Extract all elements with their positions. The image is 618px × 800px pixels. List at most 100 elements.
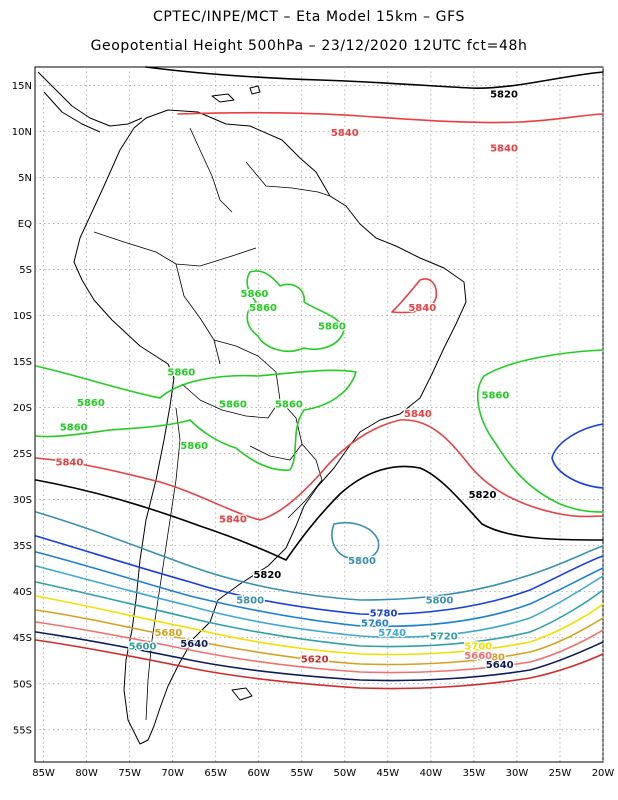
contour-5840-north (177, 111, 604, 124)
contour-value-label: 5860 (180, 441, 208, 452)
border-venezuela-colombia (189, 127, 233, 213)
contour-value-label: 5840 (56, 458, 84, 469)
south-america-coastline (73, 109, 467, 745)
lat-tick-label: 5S (19, 265, 32, 276)
lon-tick-label: 25W (549, 768, 572, 779)
contour-5700 (35, 595, 604, 656)
lat-tick-label: 25S (13, 449, 32, 460)
contour-value-label: 5820 (253, 570, 281, 581)
axis-tick-labels: 15N 10N 5N EQ 5S 10S 15S 20S 25S 30S 35S 40S 45S 50S 5… (12, 81, 615, 779)
contour-5620 (35, 639, 604, 690)
coastlines (37, 71, 467, 745)
contour-value-label: 5860 (482, 390, 510, 401)
lon-tick-label: 65W (204, 768, 227, 779)
contour-value-label: 5720 (430, 632, 458, 643)
lat-tick-label: 35S (13, 541, 32, 552)
contour-value-label: 5860 (219, 400, 247, 411)
lat-tick-label: 15N (12, 81, 32, 92)
lon-tick-label: 60W (247, 768, 270, 779)
lat-tick-label: 40S (13, 587, 32, 598)
contour-value-label: 5860 (167, 367, 195, 378)
border-peru-brazil (175, 263, 221, 365)
lon-tick-label: 75W (118, 768, 141, 779)
contour-5780 (35, 535, 604, 616)
contour-5820-subtropical (35, 465, 604, 561)
lon-tick-label: 45W (377, 768, 400, 779)
contour-5820-north (145, 66, 604, 89)
border-paraguay (249, 399, 303, 461)
contour-5720 (35, 581, 604, 648)
contour-5880-atlantic (551, 423, 604, 489)
lon-tick-label: 70W (161, 768, 184, 779)
lon-tick-label: 20W (592, 768, 615, 779)
contour-5840-ne-brazil (391, 278, 438, 314)
lon-tick-label: 80W (75, 768, 98, 779)
border-chile-argentina (145, 407, 181, 721)
contour-value-label: 5740 (378, 628, 406, 639)
contour-5800-uruguay-blob (331, 522, 380, 560)
lon-tick-label: 35W (463, 768, 486, 779)
contour-value-label: 5620 (301, 655, 329, 666)
contour-5840-subtropical (35, 419, 604, 521)
contour-value-label: 5780 (370, 609, 398, 620)
contour-value-label: 5820 (490, 89, 518, 100)
contour-value-label: 5860 (60, 423, 88, 434)
contour-value-label: 5860 (249, 303, 277, 314)
contour-value-label: 5800 (348, 556, 376, 567)
contour-value-label: 5680 (477, 653, 505, 664)
lat-tick-label: 20S (13, 403, 32, 414)
contour-value-label: 5840 (331, 128, 359, 139)
lon-tick-label: 50W (334, 768, 357, 779)
contour-5860-atlantic (476, 349, 604, 513)
contour-5660 (35, 621, 604, 674)
contour-value-label: 5820 (469, 490, 497, 501)
lon-tick-label: 40W (420, 768, 443, 779)
contour-value-label: 5640 (180, 639, 208, 650)
lat-tick-label: 15S (13, 357, 32, 368)
contour-value-label: 5860 (275, 400, 303, 411)
border-bolivia (181, 339, 281, 419)
contour-value-label: 5840 (404, 409, 432, 420)
contour-value-label: 5800 (236, 596, 264, 607)
lon-tick-label: 30W (506, 768, 529, 779)
contour-value-label: 5840 (408, 303, 436, 314)
contour-value-label: 5840 (490, 144, 518, 155)
contour-value-label: 5760 (361, 619, 389, 630)
falkland-islands (231, 687, 253, 701)
contour-value-label: 5680 (154, 628, 182, 639)
contour-5680 (35, 609, 604, 666)
contour-value-labels: 5820 5840 5840 5860 5860 5860 5840 5860 5860 5860… (54, 88, 519, 672)
height-contours (35, 66, 604, 690)
lon-tick-label: 55W (290, 768, 313, 779)
contour-5800 (35, 511, 604, 601)
caribbean-islands (211, 85, 261, 103)
lat-tick-label: 10S (13, 311, 32, 322)
contour-value-label: 5860 (77, 398, 105, 409)
border-argentina-uruguay-brazil (287, 443, 323, 519)
lat-tick-label: 5N (18, 173, 32, 184)
contour-5860-central (35, 365, 357, 471)
contour-5640 (35, 631, 604, 682)
contour-value-label: 5860 (241, 289, 269, 300)
contour-value-label: 5800 (426, 596, 454, 607)
map-title-line1: CPTEC/INPE/MCT – Eta Model 15km – GFS (153, 9, 465, 25)
lat-tick-label: 45S (13, 633, 32, 644)
border-guianas (245, 161, 331, 197)
country-borders (93, 127, 331, 721)
contour-value-label: 5700 (464, 642, 492, 653)
central-america-coastline (37, 71, 143, 133)
lat-tick-label: EQ (18, 219, 32, 230)
contour-value-label: 5660 (464, 651, 492, 662)
lat-tick-label: 10N (12, 127, 32, 138)
lat-tick-label: 55S (13, 725, 32, 736)
contour-value-label: 5640 (486, 660, 514, 671)
contour-5740 (35, 565, 604, 638)
contour-value-label: 5860 (318, 321, 346, 332)
contour-value-label: 5600 (129, 642, 157, 653)
lat-tick-label: 50S (13, 679, 32, 690)
contour-value-label: 5840 (219, 515, 247, 526)
lon-tick-label: 85W (32, 768, 55, 779)
lat-tick-label: 30S (13, 495, 32, 506)
contour-5860-amazon (246, 270, 345, 352)
